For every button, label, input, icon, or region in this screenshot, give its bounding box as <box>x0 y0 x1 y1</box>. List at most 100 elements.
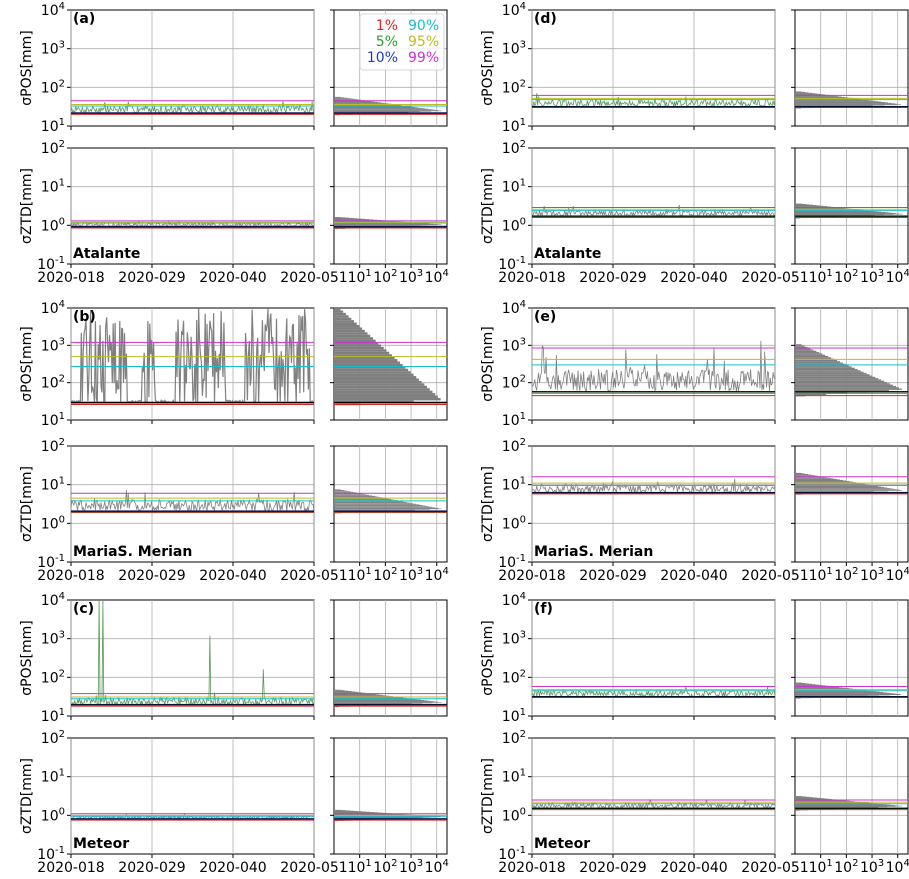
panel-a-pos-hist-bar <box>334 110 439 111</box>
panel-a-pos-hist-bar <box>334 108 429 110</box>
panel-c-pos-hist-bar <box>334 701 439 703</box>
panel-b-pos-hist-bar <box>334 361 401 364</box>
panel-a-ztd-hist-xtick-label: 104 <box>425 268 449 286</box>
panel-d-ztd-hist-plot-area <box>795 203 908 219</box>
panel-e-pos-hist-bar <box>795 393 827 396</box>
panel-c-pos-hist-bar <box>334 703 423 704</box>
panel-b-ztd-hist-bar <box>334 491 354 493</box>
panel-e-pos-hist-bar <box>795 345 805 347</box>
panel-e-ztd-hist-bar <box>795 488 891 489</box>
panel-f-pos-series-line <box>532 685 775 699</box>
panel-f-ztd-hist-bar <box>795 800 847 801</box>
panel-d-pos-hist-bar <box>795 91 802 93</box>
panel-b-pos-hist-bar <box>334 329 365 333</box>
panel-f-pos-hist-bar <box>795 692 887 694</box>
panel-e-ztd-hist-bar <box>795 481 850 482</box>
panel-c-pos-hist-bar <box>334 697 407 699</box>
panel-d-ztd-ytick-label: 101 <box>502 178 526 196</box>
panel-f-pos-hist-bar <box>795 694 902 695</box>
panel-f-ztd-hist-plot-area <box>795 796 908 811</box>
panel-e-pos-hist-bar <box>795 349 814 351</box>
panel-d-pos-hist-plot-area <box>795 91 908 109</box>
panel-d-pos-hist-bar <box>795 104 885 106</box>
panel-d-pos-hist-bar <box>795 93 816 94</box>
panel-d-pos-hist-frame <box>794 9 909 127</box>
panel-e-ztd-hist-xtick-label: 103 <box>860 566 884 584</box>
panel-a-ztd-xtick-label: 2020-029 <box>118 270 185 286</box>
panel-f-pos-ytick-label: 102 <box>502 668 526 686</box>
panel-b-ztd-hist-bar <box>334 502 410 504</box>
panel-e-pos-hist-bar <box>795 350 817 353</box>
panel-e-ztd-hist-xtick-label: 101 <box>809 566 833 584</box>
panel-d-pos-hist-bar <box>795 103 895 104</box>
panel-f-ztd-hist-bar <box>795 810 800 811</box>
panel-d-ztd-hist-bar <box>795 214 875 216</box>
panel-e-ztd-hist-bar <box>795 488 894 490</box>
panel-e-pos-hist-bar <box>795 385 896 388</box>
panel-c-pos-hist-bar <box>334 691 359 693</box>
panel-b-ztd-hist-bar <box>334 504 420 505</box>
panel-d-pos-hist-bar <box>795 98 859 100</box>
panel-c-pos-hist-bar <box>334 692 366 694</box>
panel-a-pos-hist-bar <box>334 102 385 104</box>
panel-e-pos-series-line <box>532 340 775 393</box>
panel-f-pos-hist-bar <box>795 697 801 699</box>
panel-e-pos-axes: 101 102 103 104 σPOS[mm] (e) <box>480 299 776 429</box>
panel-f-pos-ytick-label: 103 <box>502 630 526 648</box>
panel-a-pos-hist-bar <box>334 100 372 102</box>
panel-d-pos-hist-bar <box>795 96 839 97</box>
panel-d-ztd-hist-xtick-label: 101 <box>809 268 833 286</box>
panel-c-ztd-hist-xtick-label: 101 <box>348 858 372 876</box>
panel-f-pos-hist-bar <box>795 693 894 694</box>
panel-a-pos-hist-bar <box>334 107 422 109</box>
panel-c-pos-hist-bar <box>334 700 432 702</box>
panel-d-ztd-hist-bar <box>795 207 846 209</box>
panel-f-ztd-hist-bar <box>795 796 802 797</box>
panel-b-ztd-xtick-label: 2020-051 <box>280 568 347 584</box>
panel-d-ztd-ytick-label: 102 <box>502 139 526 157</box>
panel-b-pos-hist-plot-area <box>334 308 447 406</box>
panel-d-pos-hist-bar <box>795 93 819 95</box>
panel-a-ztd-station-label: Atalante <box>73 246 140 262</box>
panel-e-pos-hist-bar <box>795 388 902 390</box>
panel-b-ztd-hist-bar <box>334 495 373 496</box>
panel-c-pos-hist-bar <box>334 694 380 696</box>
panel-b-pos-hist-bar <box>334 373 414 377</box>
panel-e-ztd-hist-bar <box>795 487 888 489</box>
panel-e-ztd-hist-bar <box>795 485 878 487</box>
panel-c-ztd-hist-axes: 101 102 103 104 <box>330 737 449 876</box>
legend-entry-5pct: 5% <box>376 34 398 50</box>
panel-b-pos-hist-bar <box>334 317 352 321</box>
panel-a-pos-hist-bar <box>334 106 415 108</box>
panel-f-ztd-xtick-label: 2020-018 <box>498 860 565 876</box>
panel-e-pos-hist-bar <box>795 361 840 363</box>
panel-e-pos-hist-bar <box>795 355 829 358</box>
panel-d-pos-hist-bar <box>795 92 809 93</box>
panel-f-pos-hist-bar <box>795 694 891 696</box>
panel-e-pos-hist-bar <box>795 353 823 355</box>
panel-d-ztd-xtick-label: 2020-018 <box>498 270 565 286</box>
panel-c-pos-hist-bar <box>334 702 442 703</box>
panel-a-pos-hist-bar <box>334 98 355 100</box>
panel-b-pos-hist-bar <box>334 327 363 330</box>
panel-b-pos-hist-bar <box>334 320 355 323</box>
panel-e-pos-hist-plot-area <box>795 344 908 397</box>
panel-a-pos-hist-bar <box>334 96 341 98</box>
panel-d-pos-hist-bar <box>795 104 897 106</box>
panel-d-ztd-ytick-label: 10-1 <box>498 255 526 273</box>
panel-b-ztd-series-line <box>71 490 314 513</box>
panel-d-ztd-hist-bar <box>795 208 849 209</box>
panel-f-pos-hist-bar <box>795 688 853 690</box>
panel-e-ztd-xtick-label: 2020-029 <box>579 568 646 584</box>
panel-d-ztd-ylabel: σZTD[mm] <box>480 168 496 244</box>
panel-b-ztd-ytick-label: 10-1 <box>37 553 65 571</box>
panel-e-pos-hist-bar <box>795 357 832 359</box>
panel-b-ztd-hist-bar <box>334 494 370 496</box>
panel-a-ztd-plot-area <box>71 219 314 229</box>
panel-c-pos-plot-area <box>71 600 314 707</box>
panel-e-pos-hist-bar <box>795 372 867 375</box>
panel-d-pos-hist-bar <box>795 100 875 102</box>
panel-e-pos-hist-bar <box>795 376 876 379</box>
panel-b-ztd-hist-bar <box>334 508 442 510</box>
